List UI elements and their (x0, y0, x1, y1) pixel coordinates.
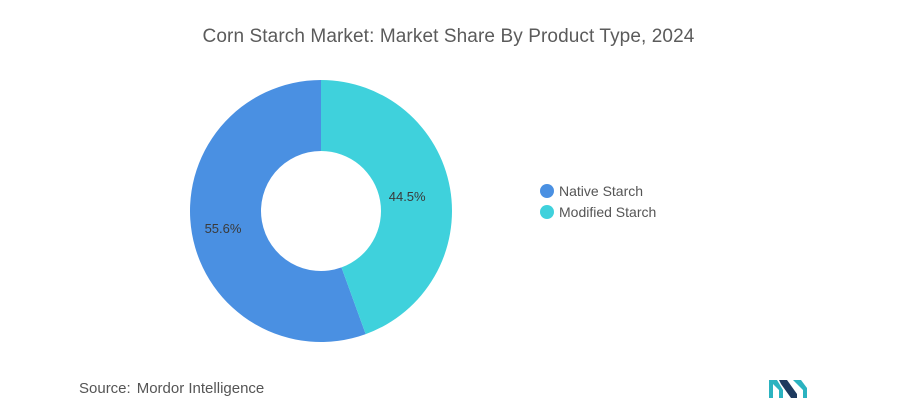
legend-swatch-modified-starch (540, 204, 554, 219)
legend-label-native-starch: Native Starch (559, 182, 644, 199)
slice-native-starch[interactable] (190, 80, 366, 342)
legend-label-modified-starch: Modified Starch (559, 203, 657, 220)
chart-legend: Native Starch Modified Starch (540, 180, 656, 222)
chart-title: Corn Starch Market: Market Share By Prod… (202, 26, 695, 47)
legend-item-modified-starch[interactable]: Modified Starch (540, 201, 656, 222)
logo-shape-middle (779, 380, 797, 398)
legend-swatch-native-starch (540, 183, 554, 198)
logo-shape-right (793, 380, 807, 398)
source-note: Source: Mordor Intelligence (79, 380, 264, 397)
data-label-native-starch: 55.6% (205, 221, 242, 236)
legend-item-native-starch[interactable]: Native Starch (540, 180, 656, 201)
data-label-modified-starch: 44.5% (389, 189, 426, 204)
slice-modified-starch[interactable] (321, 80, 452, 335)
mordor-intelligence-logo-icon (769, 380, 807, 398)
logo-shape-left (769, 380, 783, 398)
source-value: Mordor Intelligence (136, 380, 265, 397)
source-label: Source: (79, 380, 131, 397)
